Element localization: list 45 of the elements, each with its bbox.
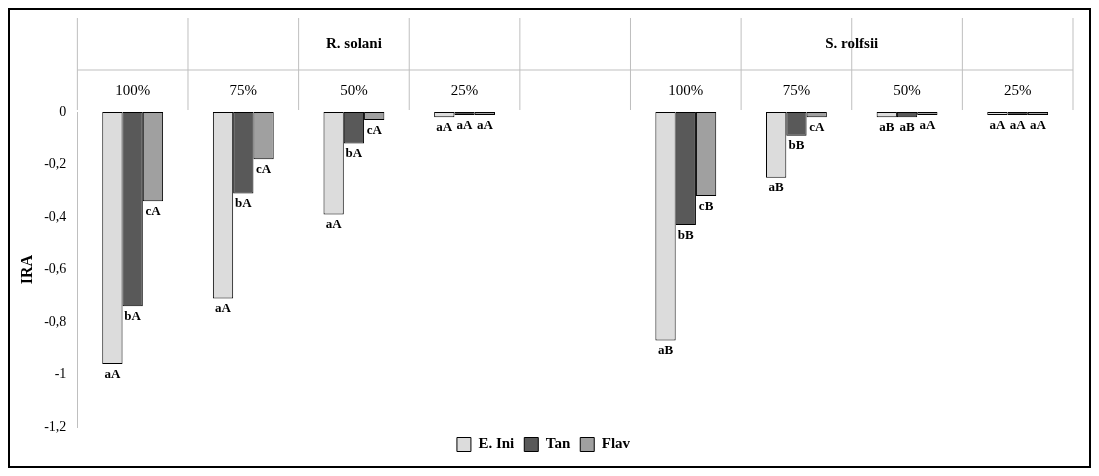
data-label: aA [456,116,474,132]
data-label: cA [366,121,383,137]
data-label: cA [809,119,825,135]
data-label: aA [325,216,343,232]
data-label: bB [677,226,695,242]
y-tick-label: -0,6 [44,261,67,277]
text: S. rolfsii [825,34,879,51]
data-label: aA [989,116,1006,132]
data-label: aB [899,119,915,135]
data-label: aA [919,116,936,132]
data-label: aA [1009,116,1027,132]
y-tick-label: -1,2 [44,418,67,434]
data-label: cA [256,161,272,177]
x-tick-label: 25% [450,81,479,98]
legend-label: Flav [601,435,631,452]
data-label: aB [768,179,785,195]
y-axis-title: IRA [17,254,35,285]
data-label: aB [657,342,674,358]
data-label: cA [145,203,162,219]
y-tick-label: -0,2 [44,156,67,172]
legend-label: Tan [545,435,571,452]
x-tick-label: 75% [782,81,811,98]
x-tick-label: 50% [340,81,368,98]
y-tick-label: -0,8 [44,313,67,329]
x-tick-label: 25% [1003,81,1032,98]
data-label: cB [698,197,714,213]
x-tick-label: 75% [229,81,258,98]
legend-label: E. Ini [478,435,515,452]
data-label: bA [345,145,363,161]
x-tick-label: 50% [893,81,921,98]
y-tick-label: 0 [59,103,67,119]
data-label: aA [1030,116,1047,132]
data-label: aA [215,300,232,316]
x-tick-label: 100% [668,81,704,98]
y-tick-label: -0,4 [44,208,67,224]
text: R. solani [326,34,382,51]
data-label: aB [879,119,895,135]
data-label: bB [788,137,805,153]
data-label: aA [436,119,453,135]
data-label: bA [234,195,253,211]
y-tick-label: -1 [54,366,67,382]
data-label: aA [476,116,494,132]
data-label: aA [104,365,121,381]
data-label: bA [124,308,142,324]
x-tick-label: 100% [115,81,151,98]
